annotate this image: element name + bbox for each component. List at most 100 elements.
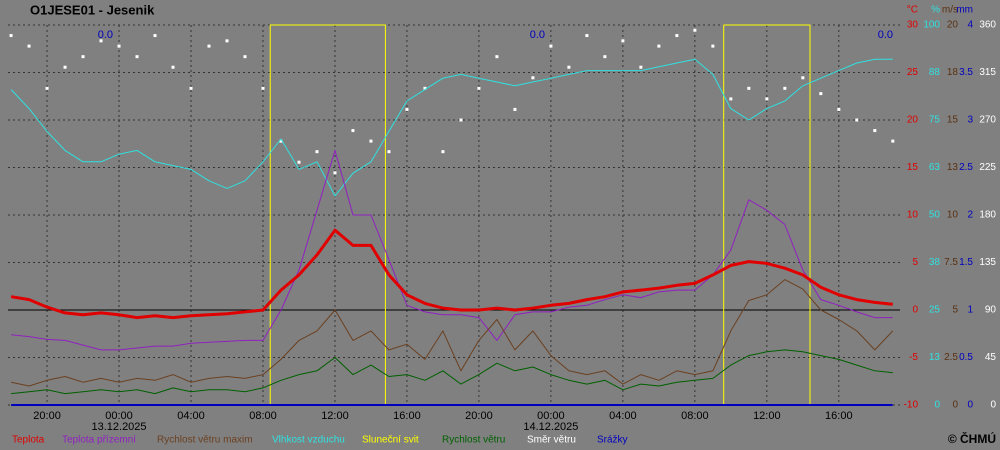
wind-direction-dot <box>603 55 607 59</box>
x-tick-label: 12:00 <box>753 410 781 422</box>
wind-direction-dot <box>801 76 805 80</box>
y-tick-label: 2 <box>967 210 973 221</box>
wind-direction-dot <box>621 39 625 43</box>
y-tick-label: 10 <box>947 210 959 221</box>
y-tick-label: 15 <box>907 162 919 173</box>
wind-direction-dot <box>207 44 211 48</box>
wind-direction-dot <box>711 44 715 48</box>
wind-direction-dot <box>549 44 553 48</box>
series-line <box>10 279 894 387</box>
y-tick-label: 135 <box>979 257 996 268</box>
wind-direction-dot <box>189 86 193 90</box>
y-tick-label: 45 <box>985 352 997 363</box>
legend-label: Vlhkost vzduchu <box>272 435 345 446</box>
y-tick-label: 25 <box>929 305 941 316</box>
y-tick-label: 20 <box>947 20 959 31</box>
wind-direction-dot <box>783 86 787 90</box>
y-tick-label: 0 <box>912 305 918 316</box>
wind-direction-dot <box>135 55 139 59</box>
wind-direction-dot <box>225 39 229 43</box>
series-line <box>10 228 893 320</box>
series-line <box>10 58 893 197</box>
wind-direction-dot <box>405 107 409 111</box>
y-tick-label: 0 <box>952 400 958 411</box>
y-tick-label: 4 <box>967 20 973 31</box>
y-tick-label: 10 <box>907 210 919 221</box>
y-tick-label: 20 <box>907 115 919 126</box>
legend-label: Teplota <box>12 435 45 446</box>
y-tick-label: 5 <box>952 305 958 316</box>
wind-direction-dot <box>459 118 463 122</box>
x-tick-label: 04:00 <box>609 410 637 422</box>
wind-direction-dot <box>747 86 751 90</box>
wind-direction-dot <box>495 55 499 59</box>
y-tick-label: -5 <box>909 352 918 363</box>
y-tick-label: 88 <box>929 67 941 78</box>
y-tick-label: 2.5 <box>944 352 958 363</box>
wind-direction-dot <box>315 150 319 154</box>
x-tick-label: 20:00 <box>33 410 61 422</box>
wind-direction-dot <box>513 107 517 111</box>
y-tick-label: 38 <box>929 257 941 268</box>
y-tick-label: 18 <box>947 67 959 78</box>
chart-title: O1JESE01 - Jesenik <box>30 2 155 17</box>
wind-direction-dot <box>855 118 859 122</box>
wind-direction-dot <box>333 171 337 175</box>
y-tick-label: 90 <box>985 305 997 316</box>
y-tick-label: 75 <box>929 115 941 126</box>
y-tick-label: 13 <box>947 162 959 173</box>
y-tick-label: 0 <box>967 400 973 411</box>
precip-total: 0.0 <box>530 29 545 41</box>
y-tick-label: 15 <box>947 115 959 126</box>
axis-unit: m/s <box>942 5 958 16</box>
y-tick-label: 3 <box>967 115 973 126</box>
wind-direction-dot <box>279 139 283 143</box>
axis-unit: °C <box>907 5 918 16</box>
y-tick-label: 0 <box>990 400 996 411</box>
wind-direction-dot <box>837 107 841 111</box>
wind-direction-dot <box>387 150 391 154</box>
legend-label: Rychlost větru <box>442 435 505 446</box>
precip-total: 0.0 <box>98 29 113 41</box>
date-label: 14.12.2025 <box>523 421 578 433</box>
legend-label: Rychlost větru maxim <box>157 435 253 446</box>
y-tick-label: 100 <box>923 20 940 31</box>
wind-direction-dot <box>63 65 67 69</box>
y-tick-label: 13 <box>929 352 941 363</box>
wind-direction-dot <box>477 86 481 90</box>
x-tick-label: 12:00 <box>321 410 349 422</box>
wind-direction-dot <box>585 34 589 38</box>
x-tick-label: 00:00 <box>105 410 133 422</box>
y-tick-label: 25 <box>907 67 919 78</box>
wind-direction-dot <box>891 139 895 143</box>
wind-direction-dot <box>45 86 49 90</box>
legend-label: Směr větru <box>527 435 576 446</box>
y-tick-label: 0 <box>934 400 940 411</box>
y-tick-label: 0.5 <box>959 352 973 363</box>
wind-direction-dot <box>171 65 175 69</box>
y-tick-label: 360 <box>979 20 996 31</box>
x-tick-label: 20:00 <box>465 410 493 422</box>
precip-total: 0.0 <box>878 29 893 41</box>
x-tick-label: 04:00 <box>177 410 205 422</box>
wind-direction-dot <box>423 86 427 90</box>
wind-direction-dot <box>117 44 121 48</box>
wind-direction-dot <box>243 55 247 59</box>
wind-direction-dot <box>297 160 301 164</box>
wind-direction-dot <box>153 34 157 38</box>
y-tick-label: 315 <box>979 67 996 78</box>
y-tick-label: 180 <box>979 210 996 221</box>
wind-direction-dot <box>9 34 13 38</box>
wind-direction-dot <box>441 150 445 154</box>
y-tick-label: 50 <box>929 210 941 221</box>
y-tick-label: 30 <box>907 20 919 31</box>
wind-direction-dot <box>99 39 103 43</box>
y-tick-label: 1.5 <box>959 257 973 268</box>
y-tick-label: 2.5 <box>959 162 973 173</box>
legend-label: Sluneční svit <box>362 435 419 446</box>
wind-direction-dot <box>261 86 265 90</box>
wind-direction-dot <box>729 97 733 101</box>
wind-direction-dot <box>531 76 535 80</box>
